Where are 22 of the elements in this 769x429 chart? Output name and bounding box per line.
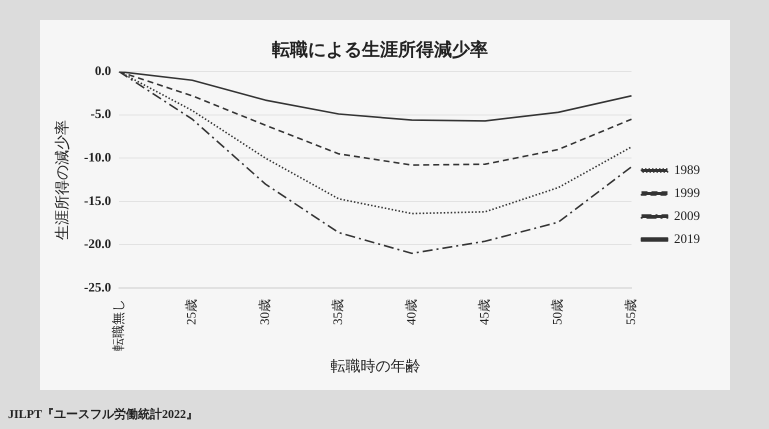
y-tick-label: -5.0	[90, 106, 112, 122]
y-tick-label: -25.0	[84, 279, 112, 294]
chart-title: 転職による生涯所得減少率	[272, 39, 488, 60]
x-tick-label: 50歳	[550, 299, 565, 325]
y-tick-label: -10.0	[84, 150, 112, 165]
x-tick-label: 45歳	[476, 299, 492, 325]
x-tick-label: 40歳	[403, 299, 418, 325]
legend-label: 2009	[674, 208, 700, 223]
text: JILPT『ユースフル労働統計2022』	[8, 406, 198, 423]
x-tick-label: 55歳	[622, 299, 638, 325]
y-tick-label: 0.0	[94, 62, 112, 78]
x-axis-title: 転職時の年齢	[330, 358, 420, 375]
y-axis-title: 生涯所得の減少率	[54, 120, 71, 240]
legend-label: 2019	[674, 230, 700, 246]
y-tick-label: -20.0	[84, 236, 112, 252]
x-tick-label: 転職無し	[110, 299, 126, 351]
y-tick-label: -15.0	[84, 192, 112, 208]
legend-label: 1989	[674, 162, 700, 177]
x-tick-label: 35歳	[330, 299, 346, 325]
x-tick-label: 25歳	[184, 299, 199, 325]
x-tick-label: 30歳	[256, 299, 272, 325]
legend-label: 1999	[674, 184, 700, 200]
